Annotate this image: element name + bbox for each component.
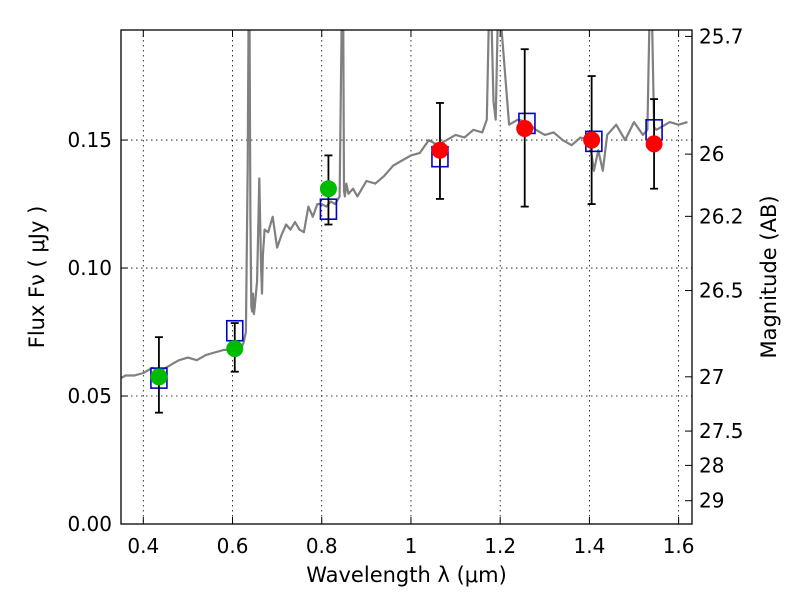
mag-tick-label: 26.5 xyxy=(699,279,744,303)
y-tick-label: 0.10 xyxy=(67,256,112,280)
mag-tick-label: 25.7 xyxy=(699,24,744,48)
mag-tick-label: 26.2 xyxy=(699,204,744,228)
data-point xyxy=(583,131,601,149)
x-tick-label: 1 xyxy=(405,534,418,558)
y-axis-label: Flux Fν ( μJy ) xyxy=(25,206,49,349)
x-tick-label: 0.4 xyxy=(127,534,159,558)
y-tick-label: 0.15 xyxy=(67,128,112,152)
spectrum-line xyxy=(121,30,688,380)
plot-frame xyxy=(120,29,693,525)
x-tick-label: 1.2 xyxy=(484,534,516,558)
mag-tick-label: 27.5 xyxy=(699,419,744,443)
x-tick-label: 0.8 xyxy=(306,534,338,558)
data-point xyxy=(431,141,449,159)
mag-tick-label: 26 xyxy=(699,142,724,166)
x-axis-label: Wavelength λ (μm) xyxy=(306,563,507,587)
axis-ticks: 0.4 0.6 0.8 1 1.2 1.4 1.6 0.00 0.05 0.10 0.15 25.7 2… xyxy=(67,24,743,558)
data-point xyxy=(150,368,168,386)
mag-tick-label: 27 xyxy=(699,365,724,389)
x-tick-label: 0.6 xyxy=(217,534,249,558)
model-spectrum xyxy=(121,30,688,380)
y-tick-label: 0.00 xyxy=(67,512,112,536)
data-point xyxy=(516,120,534,138)
data-points xyxy=(150,48,663,414)
y-tick-label: 0.05 xyxy=(67,384,112,408)
y2-axis-label: Magnitude (AB) xyxy=(757,195,781,358)
grid-lines xyxy=(121,30,692,524)
mag-tick-label: 29 xyxy=(699,489,724,513)
x-tick-label: 1.4 xyxy=(573,534,605,558)
mag-tick-label: 28 xyxy=(699,453,724,477)
data-point xyxy=(319,180,337,198)
x-tick-label: 1.6 xyxy=(663,534,695,558)
data-point xyxy=(645,135,663,153)
data-point xyxy=(226,340,244,358)
